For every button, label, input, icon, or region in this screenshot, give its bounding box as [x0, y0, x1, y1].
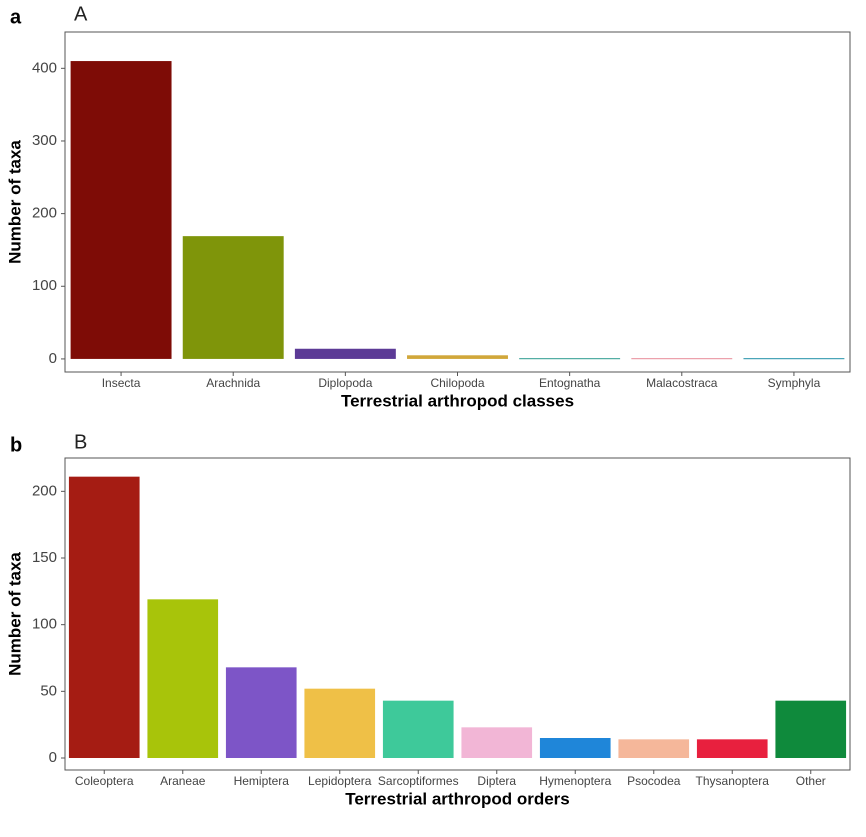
x-axis-title: Terrestrial arthropod orders [345, 789, 570, 808]
panel-label: a [10, 6, 22, 28]
y-tick-label: 0 [49, 749, 57, 766]
y-tick-label: 400 [32, 59, 57, 76]
x-tick-label: Lepidoptera [308, 774, 372, 788]
x-tick-label: Entognatha [539, 376, 601, 390]
x-tick-label: Insecta [102, 376, 141, 390]
bar [618, 739, 689, 758]
x-tick-label: Other [796, 774, 826, 788]
x-tick-label: Thysanoptera [696, 774, 770, 788]
y-tick-label: 200 [32, 205, 57, 222]
bar [383, 701, 454, 758]
y-axis-title: Number of taxa [5, 140, 24, 264]
x-tick-label: Hemiptera [234, 774, 290, 788]
bar [69, 477, 140, 758]
y-tick-label: 100 [32, 616, 57, 633]
y-tick-label: 100 [32, 277, 57, 294]
bar [407, 355, 508, 359]
y-tick-label: 300 [32, 132, 57, 149]
bar [147, 599, 218, 758]
x-tick-label: Hymenoptera [539, 774, 611, 788]
bar [519, 358, 620, 359]
x-tick-label: Arachnida [206, 376, 260, 390]
x-tick-label: Symphyla [768, 376, 821, 390]
bar [183, 236, 284, 359]
figure: a A 0 100 200 300 400 Insecta Arachnida Diplopoda… [0, 0, 866, 837]
x-tick-label: Malacostraca [646, 376, 718, 390]
x-tick-label: Coleoptera [75, 774, 134, 788]
y-tick-label: 150 [32, 549, 57, 566]
x-tick-label: Diplopoda [318, 376, 372, 390]
y-tick-label: 0 [49, 350, 57, 367]
bar [226, 667, 297, 758]
x-tick-label: Sarcoptiformes [378, 774, 459, 788]
bar [461, 727, 532, 758]
x-tick-label: Psocodea [627, 774, 681, 788]
y-tick-label: 50 [40, 682, 57, 699]
x-tick-label: Araneae [160, 774, 206, 788]
x-tick-label: Chilopoda [430, 376, 484, 390]
bar [775, 701, 846, 758]
bar [295, 349, 396, 359]
panel-label: b [10, 434, 22, 456]
x-tick-label: Diptera [477, 774, 516, 788]
y-axis-title: Number of taxa [5, 552, 24, 676]
bar [540, 738, 611, 758]
y-tick-label: 200 [32, 482, 57, 499]
bar [304, 689, 375, 758]
bar [71, 61, 172, 359]
bar [743, 358, 844, 359]
chart-title: A [74, 3, 88, 25]
chart-title: B [74, 431, 87, 453]
bar [697, 739, 768, 758]
x-axis-title: Terrestrial arthropod classes [341, 391, 574, 410]
bar [631, 358, 732, 359]
